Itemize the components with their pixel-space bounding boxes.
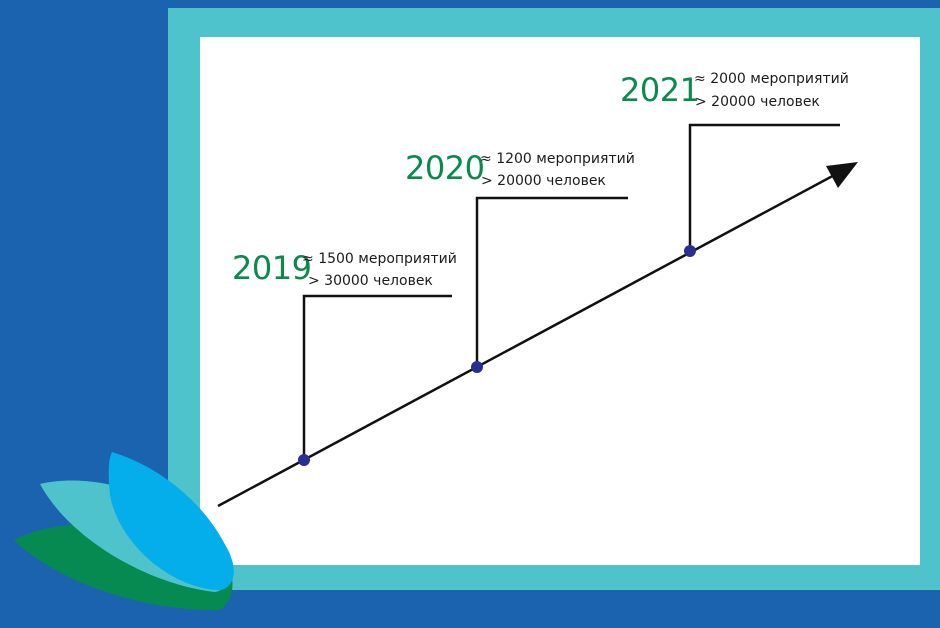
year-2021-label: 2021 [620, 71, 700, 109]
stat-2020-events: ≈ 1200 мероприятий [480, 150, 635, 168]
stat-2021-events: ≈ 2000 мероприятий [694, 70, 849, 88]
connector-2021 [688, 123, 840, 251]
events-text: 1200 мероприятий [496, 151, 635, 167]
marker-2020 [471, 361, 483, 373]
connector-2019 [302, 294, 452, 460]
events-text: 1500 мероприятий [318, 251, 457, 267]
stat-2019-events: ≈ 1500 мероприятий [302, 250, 457, 268]
year-2019-label: 2019 [232, 249, 312, 287]
events-text: 2000 мероприятий [710, 71, 849, 87]
approx-icon: ≈ [480, 151, 492, 167]
approx-icon: ≈ [694, 71, 706, 87]
timeline-line [217, 170, 841, 508]
year-2020-label: 2020 [405, 149, 485, 187]
approx-icon: ≈ [302, 251, 314, 267]
arrow-head-icon [826, 162, 858, 188]
marker-2021 [684, 245, 696, 257]
connector-2020 [475, 196, 628, 367]
stat-2021-people: > 20000 человек [695, 94, 820, 110]
marker-2019 [298, 454, 310, 466]
leaf-blue-icon [108, 452, 234, 591]
stat-2019-people: > 30000 человек [308, 273, 433, 289]
stat-2020-people: > 20000 человек [481, 173, 606, 189]
